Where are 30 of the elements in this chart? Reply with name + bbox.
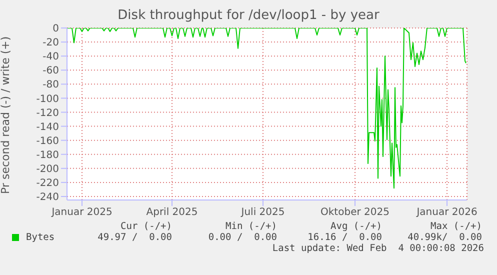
text: 49.97 / 0.00 [96,232,172,243]
x-tick-label: Oktober 2025 [320,207,390,218]
y-tick-label: -120 [36,108,59,119]
y-tick-label: -60 [42,66,59,77]
y-tick-label: -40 [42,52,59,63]
y-tick-label: -80 [42,80,59,91]
x-tick-label: Januar 2026 [416,207,478,218]
y-tick-label: -220 [36,178,59,189]
y-axis-title: Pr second read (-) / write (+) [0,36,12,194]
text: Last update: Wed Feb 4 00:00:08 2026 [271,243,484,254]
x-tick-label: Januar 2025 [50,207,112,218]
x-tick-label: Juli 2025 [240,207,285,218]
text: 0.00 / 0.00 [207,232,277,243]
y-tick-label: -240 [36,192,59,204]
y-tick-label: -160 [36,136,59,147]
legend-label: Bytes [25,232,56,243]
y-tick-label: -180 [36,150,59,161]
y-tick-label: 0 [52,24,59,35]
y-tick-label: -200 [36,164,59,175]
text: Avg (-/+) [330,221,382,232]
text: 16.16 / 0.00 [306,232,382,243]
x-tick-label: April 2025 [146,207,198,218]
y-tick-label: -140 [36,122,59,133]
text: 40.99k/ 0.00 [406,232,482,243]
y-tick-label: -100 [36,94,59,105]
text: Min (-/+) [224,221,277,232]
text: Max (-/+) [430,221,482,232]
y-tick-label: -20 [42,38,59,49]
text: Cur (-/+) [120,221,172,232]
chart-title: Disk throughput for /dev/loop1 - by year [116,8,380,23]
